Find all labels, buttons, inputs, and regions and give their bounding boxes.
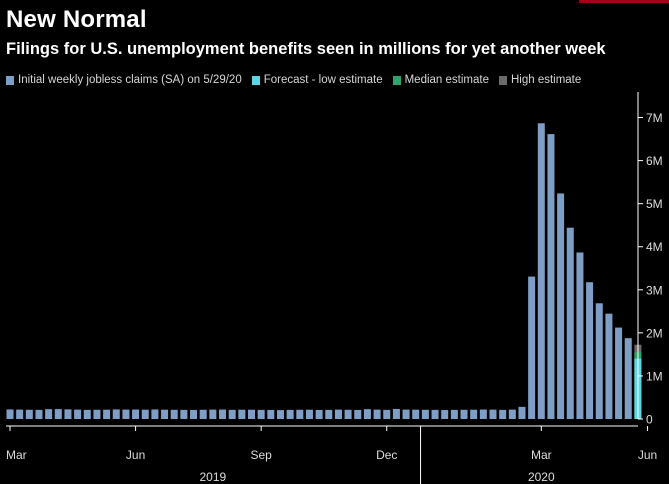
bar-actual-46	[450, 409, 458, 419]
bar-actual-4	[45, 409, 53, 419]
bar-actual-30	[296, 409, 304, 419]
bar-actual-23	[228, 409, 236, 419]
bar-actual-39	[383, 409, 391, 419]
bar-actual-53	[518, 406, 526, 419]
bar-actual-49	[479, 409, 487, 419]
bar-actual-7	[74, 409, 82, 419]
bar-actual-25	[248, 409, 255, 419]
bar-actual-47	[460, 409, 468, 419]
bar-actual-64	[624, 338, 632, 419]
bar-actual-41	[402, 409, 410, 419]
chart-legend: Initial weekly jobless claims (SA) on 5/…	[6, 72, 591, 88]
legend-item-high: High estimate	[498, 74, 582, 86]
bar-actual-22	[219, 409, 227, 419]
x-tick-label-3: Dec	[376, 448, 397, 462]
bar-actual-36	[354, 409, 362, 419]
bar-actual-33	[325, 409, 333, 419]
y-tick-label-6: 6M	[646, 154, 663, 168]
year-label-1: 2020	[528, 470, 555, 484]
legend-label-forecast-low: Forecast - low estimate	[263, 74, 383, 86]
bar-actual-12	[122, 409, 130, 419]
x-tick-label-0: Mar	[6, 448, 27, 462]
bar-actual-8	[83, 409, 91, 419]
y-tick-label-7: 7M	[646, 111, 663, 125]
bar-actual-0	[6, 409, 14, 419]
bar-actual-42	[412, 409, 420, 419]
x-tick-label-1: Jun	[126, 448, 145, 462]
bar-actual-20	[199, 409, 207, 419]
y-tick-label-4: 4M	[646, 240, 663, 254]
bar-actual-28	[276, 410, 284, 419]
bar-actual-59	[576, 252, 584, 419]
bar-actual-2	[25, 409, 33, 419]
bar-actual-60	[586, 282, 594, 419]
bar-actual-11	[112, 409, 120, 419]
bar-actual-55	[537, 123, 545, 419]
bar-actual-32	[315, 409, 323, 419]
bar-actual-38	[373, 409, 381, 419]
bar-actual-61	[595, 303, 603, 419]
bar-actual-5	[54, 409, 62, 419]
bar-actual-51	[499, 409, 507, 419]
legend-swatch-median	[392, 75, 401, 85]
bar-actual-18	[180, 409, 188, 419]
bar-actual-40	[392, 408, 400, 419]
bar-actual-45	[441, 410, 449, 419]
y-tick-label-0: 0	[646, 413, 653, 427]
legend-label-actual: Initial weekly jobless claims (SA) on 5/…	[18, 74, 242, 86]
bar-actual-52	[508, 409, 516, 419]
x-tick-label-2: Sep	[250, 448, 272, 462]
bar-actual-15	[151, 409, 159, 419]
bar-actual-10	[103, 409, 111, 419]
bar-actual-26	[257, 409, 265, 419]
chart-title: New Normal	[6, 6, 147, 33]
bar-actual-50	[489, 409, 497, 419]
legend-swatch-actual	[6, 75, 14, 85]
bar-actual-58	[566, 227, 574, 419]
bar-actual-1	[16, 409, 24, 419]
bar-actual-44	[431, 409, 439, 419]
bar-actual-31	[305, 409, 313, 419]
x-tick-label-5: Jun	[638, 448, 657, 462]
y-tick-label-5: 5M	[646, 197, 663, 211]
bar-actual-37	[363, 409, 371, 419]
legend-item-actual: Initial weekly jobless claims (SA) on 5/…	[6, 74, 242, 86]
bar-actual-17	[170, 409, 178, 419]
year-label-0: 2019	[200, 470, 227, 484]
bar-actual-57	[557, 193, 565, 419]
bar-actual-13	[132, 409, 140, 419]
bar-actual-43	[421, 409, 429, 419]
bar-actual-14	[141, 409, 149, 419]
bar-actual-56	[547, 134, 555, 419]
y-tick-label-3: 3M	[646, 283, 663, 297]
bar-actual-9	[93, 409, 101, 419]
legend-item-forecast-low: Forecast - low estimate	[251, 74, 383, 86]
x-tick-label-4: Mar	[531, 448, 552, 462]
bar-actual-54	[528, 276, 536, 419]
bar-actual-21	[209, 409, 217, 419]
bar-actual-27	[267, 409, 275, 419]
y-tick-label-2: 2M	[646, 326, 663, 340]
bar-actual-29	[286, 409, 294, 419]
legend-label-median: Median estimate	[404, 74, 489, 86]
bar-actual-3	[35, 409, 43, 419]
bar-actual-16	[161, 409, 169, 419]
bar-actual-34	[334, 409, 342, 419]
bar-actual-6	[64, 409, 72, 419]
legend-swatch-forecast-low	[251, 75, 260, 85]
legend-item-median: Median estimate	[392, 74, 489, 86]
bar-actual-24	[238, 409, 246, 419]
brand-accent-bar	[579, 0, 669, 3]
bar-actual-62	[605, 313, 613, 419]
legend-label-high: High estimate	[510, 74, 582, 86]
bar-actual-19	[190, 409, 198, 419]
bar-actual-63	[615, 327, 623, 419]
bar-actual-48	[470, 409, 478, 419]
legend-swatch-high	[498, 75, 507, 85]
top-bar	[0, 0, 669, 3]
y-tick-label-1: 1M	[646, 369, 663, 383]
bar-actual-35	[344, 409, 352, 419]
chart-subtitle: Filings for U.S. unemployment benefits s…	[6, 40, 606, 58]
